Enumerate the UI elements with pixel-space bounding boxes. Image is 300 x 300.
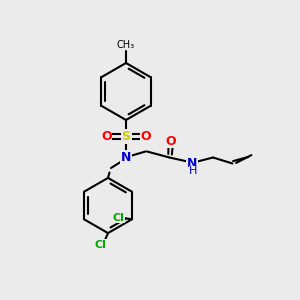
- Text: O: O: [140, 130, 151, 143]
- Text: N: N: [121, 151, 131, 164]
- Text: N: N: [187, 157, 197, 170]
- Text: Cl: Cl: [94, 239, 106, 250]
- Text: O: O: [101, 130, 112, 143]
- Text: O: O: [166, 134, 176, 148]
- Text: S: S: [122, 130, 130, 143]
- Text: H: H: [189, 166, 198, 176]
- Text: CH₃: CH₃: [117, 40, 135, 50]
- Text: Cl: Cl: [112, 213, 124, 223]
